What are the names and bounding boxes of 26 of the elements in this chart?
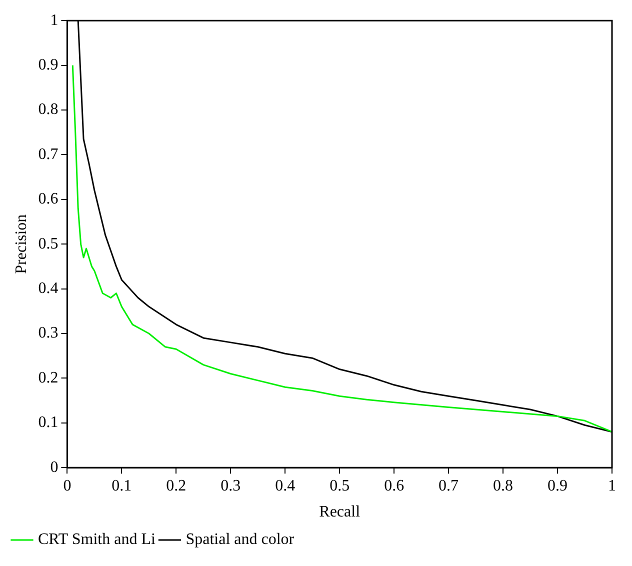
x-tick-label: 0 (63, 477, 72, 494)
y-tick-label: 0.5 (38, 235, 58, 252)
y-tick-label: 0.7 (38, 146, 58, 163)
x-tick-label: 0.5 (330, 477, 350, 494)
y-tick-label: 0.3 (38, 324, 58, 342)
y-tick-label: 0.8 (38, 101, 58, 118)
x-tick-label: 0.2 (166, 477, 186, 494)
y-tick-label: 0 (50, 458, 58, 476)
x-axis-title: Recall (319, 504, 361, 521)
x-tick-label: 0.4 (275, 477, 296, 494)
x-tick-label: 0.7 (438, 477, 459, 494)
y-tick-label: 0.1 (38, 414, 58, 432)
y-tick-label: 0.9 (38, 56, 58, 74)
x-tick-label: 0.6 (384, 477, 404, 494)
y-tick-label: 0.6 (38, 190, 58, 208)
x-tick-label: 0.8 (493, 477, 514, 494)
legend-label: Spatial and color (186, 531, 295, 548)
y-axis-title: Precision (12, 214, 30, 274)
x-tick-label: 1 (608, 477, 616, 494)
legend-label: CRT Smith and Li (38, 531, 156, 548)
y-tick-label: 1 (50, 12, 58, 29)
x-tick-label: 0.3 (220, 477, 241, 494)
y-tick-label: 0.2 (38, 369, 58, 386)
y-tick-label: 0.4 (38, 280, 58, 298)
x-tick-label: 0.9 (548, 477, 568, 494)
x-tick-label: 0.1 (112, 477, 132, 494)
